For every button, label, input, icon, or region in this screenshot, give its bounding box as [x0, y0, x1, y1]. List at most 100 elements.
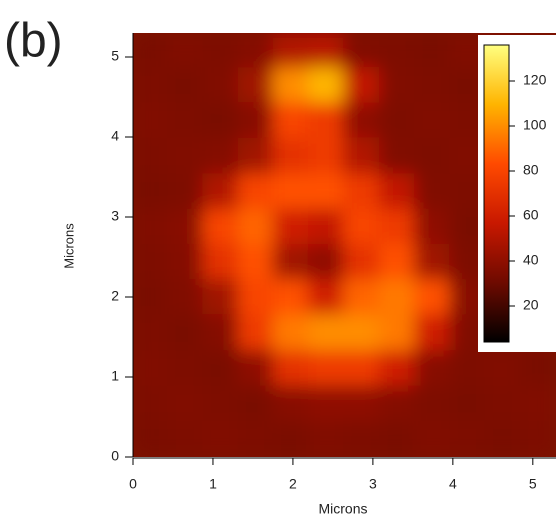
heatmap-cell [167, 67, 205, 105]
heatmap-cell [414, 350, 452, 388]
heatmap-cell [133, 137, 170, 175]
heatmap-cell [414, 420, 452, 457]
x-tick-label: 2 [289, 476, 297, 492]
heatmap-cell [133, 385, 170, 423]
heatmap-cell [343, 314, 381, 352]
heatmap-cell [133, 102, 170, 140]
heatmap-cell [484, 385, 522, 423]
heatmap-cell [379, 243, 417, 282]
heatmap-cell [237, 67, 275, 105]
heatmap-cell [343, 279, 381, 317]
heatmap-cell [202, 279, 240, 317]
x-tick-label: 3 [369, 476, 377, 492]
heatmap-cell [237, 137, 275, 175]
heatmap-cell [202, 208, 240, 247]
heatmap-cell [414, 102, 452, 140]
colorbar-tick-label: 60 [523, 207, 539, 223]
heatmap-cell [272, 314, 310, 352]
heatmap-cell [414, 314, 452, 352]
heatmap-cell [272, 33, 310, 70]
colorbar [483, 44, 510, 343]
heatmap-cell [307, 67, 346, 105]
heatmap-cell [167, 173, 205, 211]
heatmap-cell [237, 385, 275, 423]
heatmap-cell [272, 67, 310, 105]
heatmap-cell [379, 420, 417, 457]
heatmap-cell [307, 279, 346, 317]
heatmap-cell [307, 102, 346, 140]
heatmap-cell [272, 137, 310, 175]
heatmap-cell [379, 350, 417, 388]
colorbar-tick-label: 120 [523, 72, 547, 88]
panel-label: (b) [4, 15, 63, 68]
y-tick-label: 2 [111, 288, 119, 304]
heatmap-cell [272, 173, 310, 211]
heatmap-cell [237, 279, 275, 317]
heatmap-cell [414, 279, 452, 317]
heatmap-cell [379, 279, 417, 317]
heatmap-cell [167, 350, 205, 388]
heatmap-cell [167, 137, 205, 175]
heatmap-cell [307, 420, 346, 457]
heatmap-cell [133, 208, 170, 247]
heatmap-cell [133, 279, 170, 317]
heatmap-cell [272, 208, 310, 247]
heatmap-cell [237, 243, 275, 282]
heatmap-cell [272, 279, 310, 317]
heatmap-cell [343, 33, 381, 70]
y-tick-label: 3 [111, 208, 119, 224]
heatmap-cell [307, 33, 346, 70]
heatmap-cell [202, 420, 240, 457]
heatmap-cell [133, 243, 170, 282]
heatmap-cell [379, 67, 417, 105]
heatmap-cell [167, 243, 205, 282]
heatmap-cell [343, 137, 381, 175]
y-tick-label: 5 [111, 48, 119, 64]
heatmap-cell [414, 67, 452, 105]
heatmap-cell [202, 137, 240, 175]
y-axis-label: Microns [61, 223, 76, 269]
heatmap-cell [484, 350, 522, 388]
heatmap-cell [167, 102, 205, 140]
heatmap-cell [272, 385, 310, 423]
colorbar-tick-label: 20 [523, 297, 539, 313]
heatmap-cell [237, 420, 275, 457]
heatmap-cell [414, 243, 452, 282]
heatmap-cell [307, 137, 346, 175]
heatmap-cell [272, 243, 310, 282]
heatmap-cell [133, 67, 170, 105]
heatmap-cell [202, 350, 240, 388]
heatmap-cell [133, 173, 170, 211]
heatmap-cell [379, 102, 417, 140]
heatmap-cell [449, 350, 487, 388]
heatmap-cell [237, 208, 275, 247]
heatmap-cell [379, 385, 417, 423]
heatmap-cell [414, 208, 452, 247]
heatmap-cell [133, 420, 170, 457]
heatmap-cell [343, 243, 381, 282]
colorbar-tick-label: 80 [523, 162, 539, 178]
heatmap-cell [379, 208, 417, 247]
heatmap-cell [307, 350, 346, 388]
heatmap-cell [307, 208, 346, 247]
heatmap-cell [272, 420, 310, 457]
heatmap-cell [414, 385, 452, 423]
heatmap-cell [343, 420, 381, 457]
heatmap-cell [343, 173, 381, 211]
heatmap-cell [237, 350, 275, 388]
heatmap-cell [202, 173, 240, 211]
heatmap-cell [202, 314, 240, 352]
heatmap-cell [202, 33, 240, 70]
heatmap-cell [519, 385, 556, 423]
heatmap-cell [167, 420, 205, 457]
x-axis-label: Microns [318, 501, 367, 517]
heatmap-cell [307, 314, 346, 352]
heatmap-cell [343, 208, 381, 247]
heatmap-cell [133, 33, 170, 70]
heatmap-cell [519, 420, 556, 457]
heatmap-cell [379, 314, 417, 352]
heatmap-cell [133, 314, 170, 352]
heatmap-cell [167, 33, 205, 70]
x-tick-label: 5 [529, 476, 537, 492]
